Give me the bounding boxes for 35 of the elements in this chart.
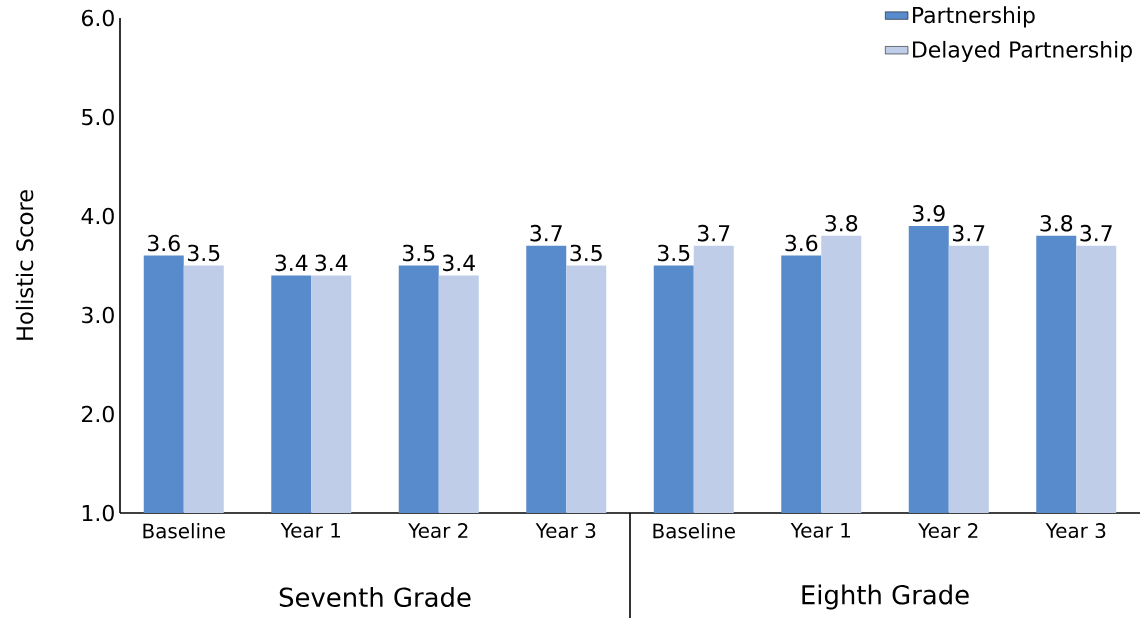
data-label: 3.7 [697, 224, 730, 242]
legend-label: Delayed Partnership [913, 40, 1132, 63]
text: Seventh Grade [279, 586, 471, 608]
data-label: 3.5 [657, 244, 690, 262]
data-label: 3.4 [275, 254, 308, 272]
data-label: 3.5 [570, 244, 602, 262]
y-tick-label: 6.0 [81, 9, 114, 27]
data-label: 3.7 [530, 224, 562, 242]
data-label: 3.8 [1040, 214, 1073, 232]
data-label: 3.7 [952, 224, 985, 242]
y-tick-label: 3.0 [82, 306, 114, 324]
data-label: 3.5 [187, 244, 220, 262]
data-label: 3.6 [147, 234, 180, 252]
x-tick-label: Year 1 [790, 523, 850, 538]
y-axis-title: Holistic Score [15, 190, 34, 340]
x-tick-label: Year 1 [280, 523, 340, 538]
data-label: 3.9 [912, 205, 945, 222]
x-tick-label: Year 2 [408, 523, 468, 539]
x-tick-label: Baseline [653, 523, 735, 539]
x-tick-label: Year 3 [535, 523, 596, 539]
x-tick-label: Baseline [143, 523, 225, 539]
y-tick-label: 2.0 [82, 405, 114, 423]
x-tick-label: Year 2 [918, 523, 978, 539]
data-label: 3.4 [315, 254, 348, 272]
y-tick-label: 1.0 [82, 504, 114, 522]
data-label: 3.6 [785, 234, 818, 252]
data-label: 3.8 [825, 214, 858, 232]
y-tick-label: 5.0 [82, 108, 114, 126]
data-label: 3.4 [442, 254, 475, 272]
data-label: 3.7 [1080, 224, 1112, 242]
text: Eighth Grade [802, 584, 969, 610]
data-label: 3.5 [402, 244, 435, 262]
legend-label: Partnership [913, 6, 1035, 28]
x-tick-label: Year 3 [1045, 523, 1106, 539]
y-tick-label: 4.0 [81, 207, 114, 225]
